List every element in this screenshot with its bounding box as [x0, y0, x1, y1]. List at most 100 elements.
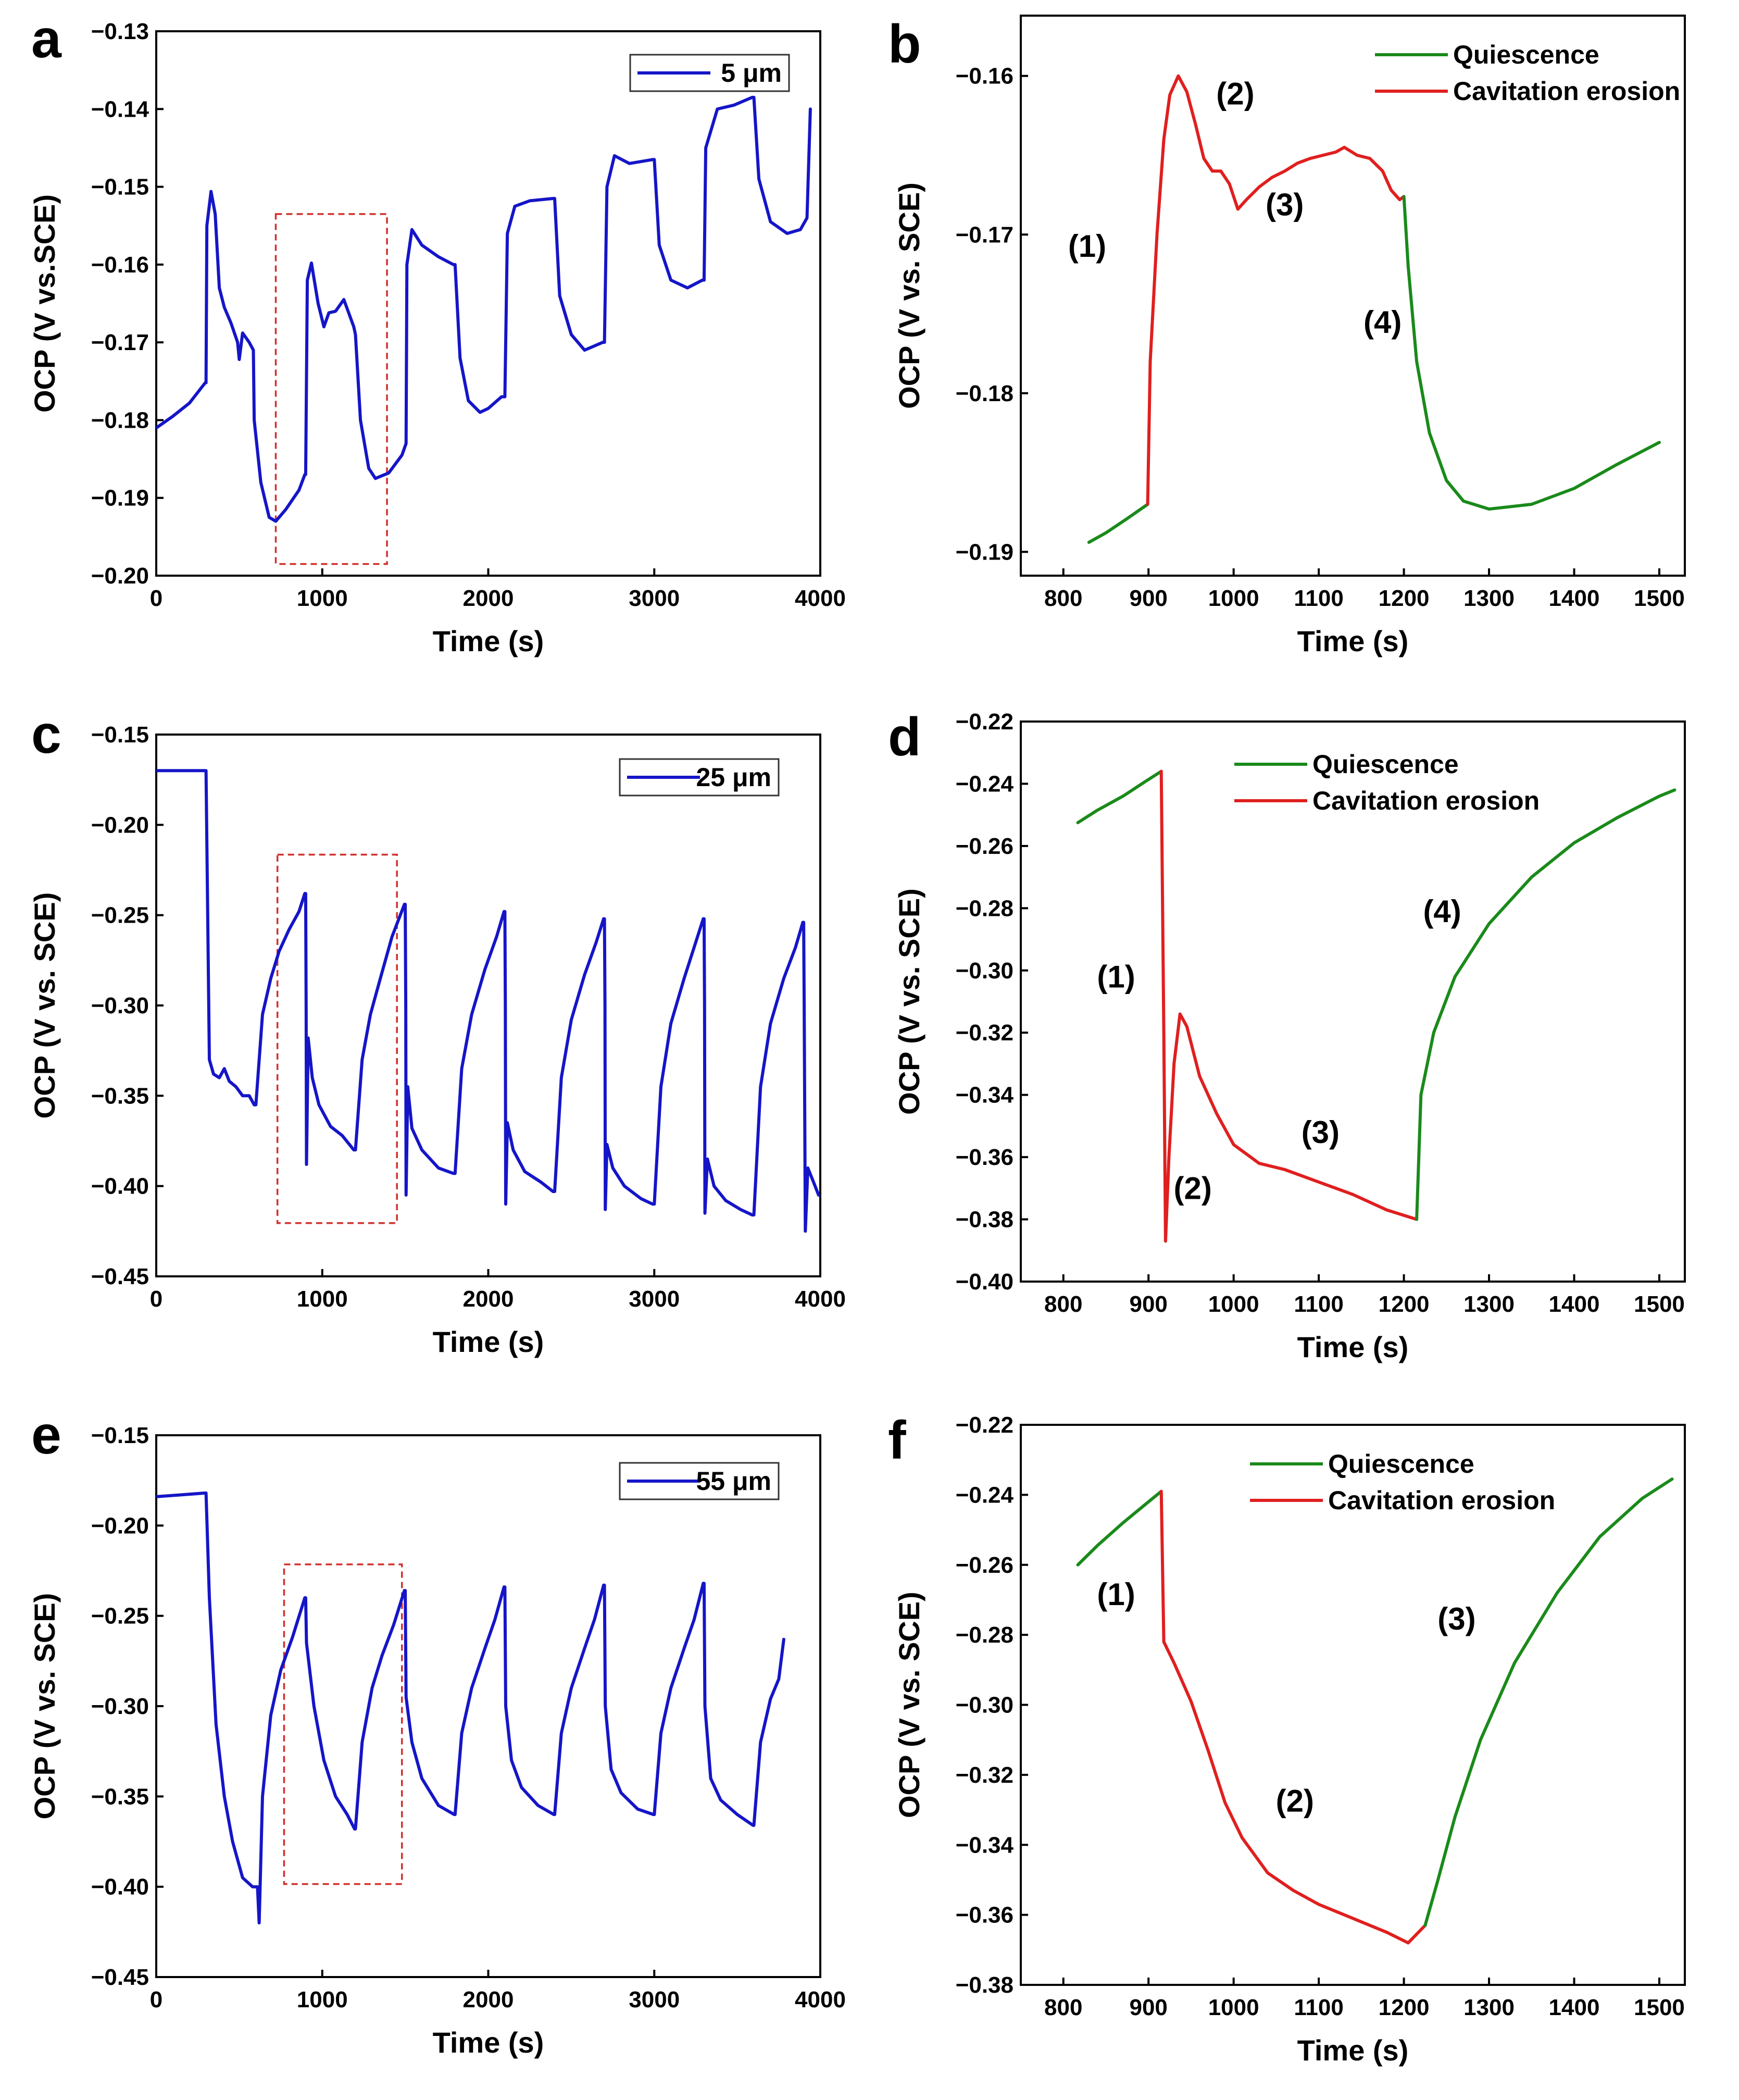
x-tick-label: 1000	[297, 586, 348, 611]
y-tick-label: −0.15	[91, 175, 149, 200]
legend: Quiescence Cavitation erosion	[1234, 750, 1540, 815]
series-line-red	[1146, 74, 1406, 506]
y-tick-label: −0.28	[956, 1622, 1014, 1648]
x-tick-label: 1400	[1549, 1291, 1600, 1317]
stage-annotation: (3)	[1302, 1115, 1340, 1150]
x-tick-label: 3000	[629, 1987, 680, 2012]
panel-letter: d	[888, 707, 921, 767]
y-axis-label: OCP (V vs.SCE)	[28, 194, 61, 413]
stage-annotation: (2)	[1216, 77, 1254, 111]
series-line-blue	[156, 769, 820, 1233]
y-tick-label: −0.19	[91, 486, 149, 511]
y-tick-label: −0.40	[956, 1269, 1014, 1295]
x-tick-label: 1200	[1379, 586, 1430, 611]
y-tick-label: −0.24	[956, 1482, 1014, 1508]
x-axis-label: Time (s)	[1297, 1331, 1409, 1363]
y-tick-label: −0.35	[91, 1083, 149, 1109]
y-tick-label: −0.13	[91, 19, 149, 44]
series-line-green	[1423, 1477, 1674, 1927]
y-tick-label: −0.45	[91, 1965, 149, 1990]
data-series-group	[156, 95, 812, 523]
panel-letter: b	[888, 14, 921, 74]
y-tick-label: −0.22	[956, 709, 1014, 735]
y-tick-label: −0.40	[91, 1174, 149, 1199]
y-tick-label: −0.20	[91, 812, 149, 838]
x-tick-label: 1400	[1549, 586, 1600, 611]
stage-annotation: (1)	[1068, 229, 1106, 264]
x-tick-label: 1100	[1294, 586, 1343, 611]
legend-label: Quiescence	[1328, 1449, 1474, 1478]
y-tick-label: −0.28	[956, 896, 1014, 921]
x-tick-label: 0	[150, 586, 162, 611]
x-tick-label: 2000	[463, 1286, 514, 1312]
y-tick-label: −0.17	[956, 222, 1014, 247]
x-tick-label: 4000	[795, 1286, 846, 1312]
y-tick-label: −0.30	[91, 1694, 149, 1719]
x-tick-label: 1200	[1379, 1995, 1430, 2020]
legend-label: Quiescence	[1312, 750, 1459, 779]
series-line-green	[1076, 1489, 1163, 1567]
y-tick-label: −0.32	[956, 1762, 1014, 1788]
x-tick-label: 1500	[1634, 1995, 1685, 2020]
legend-label: Cavitation erosion	[1312, 786, 1540, 815]
x-tick-label: 900	[1129, 1291, 1167, 1317]
stage-annotation: (3)	[1437, 1601, 1475, 1636]
legend: 5 μm	[629, 54, 790, 92]
x-tick-label: 1500	[1634, 1291, 1685, 1317]
stage-annotation: (2)	[1276, 1783, 1314, 1818]
y-tick-label: −0.26	[956, 1552, 1014, 1578]
y-tick-label: −0.36	[956, 1145, 1014, 1170]
data-series-group	[1076, 769, 1677, 1243]
y-axis-label: OCP (V vs. SCE)	[893, 1592, 925, 1818]
y-tick-label: −0.45	[91, 1264, 149, 1289]
y-tick-label: −0.34	[956, 1083, 1014, 1108]
y-axis-label: OCP (V vs. SCE)	[893, 888, 925, 1115]
panel-e: 0 1000 2000 3000 4000 −0.45 −0.40 −0.35 −0.30 −0.…	[28, 1405, 846, 2059]
x-tick-label: 900	[1129, 1995, 1167, 2020]
x-axis-label: Time (s)	[1297, 625, 1409, 657]
stage-annotation: (1)	[1097, 1577, 1135, 1612]
stage-annotation: (2)	[1174, 1171, 1212, 1206]
legend-label: Quiescence	[1453, 40, 1599, 69]
stage-annotation: (1)	[1097, 960, 1135, 995]
series-line-blue	[156, 1491, 785, 1924]
data-series-group	[156, 1491, 785, 1924]
y-tick-label: −0.14	[91, 96, 149, 122]
legend: 25 μm	[619, 758, 780, 797]
x-tick-label: 800	[1044, 1995, 1082, 2020]
y-tick-label: −0.25	[91, 1604, 149, 1629]
panel-c: 0 1000 2000 3000 4000 −0.45 −0.40 −0.35 −0.30 −0.…	[28, 704, 846, 1358]
x-axis-label: Time (s)	[433, 625, 544, 657]
y-tick-label: −0.20	[91, 1513, 149, 1538]
plot-frame	[155, 30, 821, 577]
data-series-group	[1076, 1477, 1674, 1945]
legend-label: Cavitation erosion	[1328, 1486, 1555, 1515]
legend-label: Cavitation erosion	[1453, 77, 1680, 106]
panel-letter: a	[31, 9, 62, 69]
series-line-red	[1159, 1489, 1427, 1945]
x-tick-label: 800	[1044, 586, 1082, 611]
x-axis-label: Time (s)	[433, 2026, 544, 2059]
y-tick-label: −0.17	[91, 330, 149, 355]
series-line-green	[1402, 195, 1661, 511]
data-series-group	[1087, 74, 1661, 544]
x-tick-label: 900	[1129, 586, 1167, 611]
stage-annotation: (4)	[1363, 305, 1402, 340]
y-axis-label: OCP (V vs. SCE)	[28, 892, 61, 1119]
legend: Quiescence Cavitation erosion	[1375, 40, 1680, 106]
x-tick-label: 800	[1044, 1291, 1082, 1317]
y-tick-label: −0.40	[91, 1874, 149, 1900]
x-tick-label: 1400	[1549, 1995, 1600, 2020]
x-tick-label: 0	[150, 1286, 162, 1312]
series-line-green	[1415, 788, 1677, 1221]
x-tick-label: 1300	[1463, 1291, 1515, 1317]
series-line-green	[1076, 769, 1163, 825]
legend-label: 25 μm	[696, 763, 771, 792]
y-tick-label: −0.38	[956, 1972, 1014, 1998]
y-tick-label: −0.36	[956, 1903, 1014, 1928]
panel-b: 800 900 1000 1100 1200 1300 1400 1500 −0.19 −0.18…	[888, 14, 1686, 657]
series-line-red	[1159, 769, 1419, 1243]
panel-f: 800 900 1000 1100 1200 1300 1400 1500 −0.38 −0.36…	[888, 1410, 1686, 2067]
panel-letter: e	[31, 1405, 61, 1465]
